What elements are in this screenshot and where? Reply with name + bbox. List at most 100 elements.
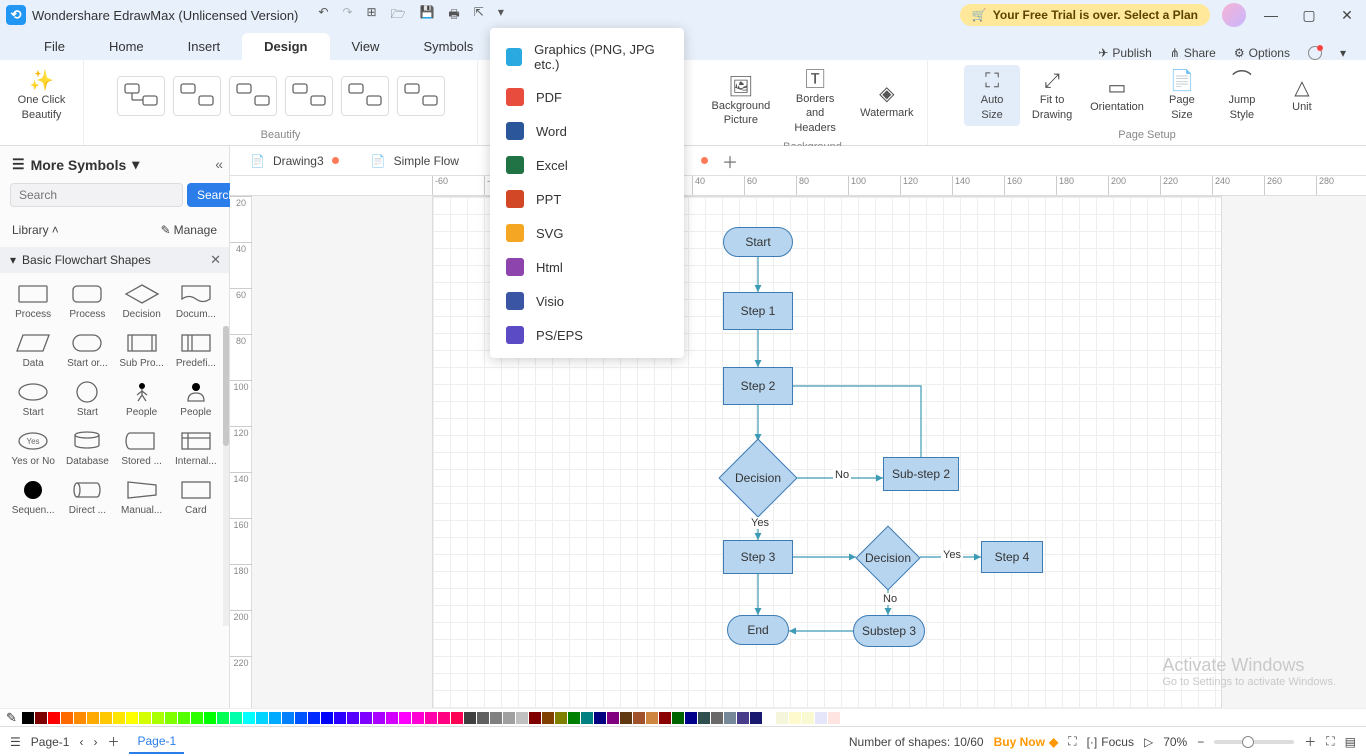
shape-cell[interactable]: Predefi... bbox=[171, 332, 221, 369]
page-next-icon[interactable]: › bbox=[93, 735, 97, 749]
color-swatch[interactable] bbox=[815, 712, 827, 724]
export-item[interactable]: Word bbox=[490, 114, 684, 148]
options-button[interactable]: ⚙Options bbox=[1234, 46, 1290, 60]
maximize-button[interactable]: ▢ bbox=[1296, 7, 1322, 24]
color-swatch[interactable] bbox=[334, 712, 346, 724]
node-step1[interactable]: Step 1 bbox=[723, 292, 793, 330]
borders-headers-button[interactable]: 🅃Borders and Headers bbox=[780, 64, 851, 139]
watermark-button[interactable]: ◈Watermark bbox=[855, 78, 919, 124]
color-swatch[interactable] bbox=[386, 712, 398, 724]
color-swatch[interactable] bbox=[191, 712, 203, 724]
shape-cell[interactable]: People bbox=[117, 381, 167, 418]
node-step4[interactable]: Step 4 bbox=[981, 541, 1043, 573]
more-symbols-button[interactable]: ☰ More Symbols ▾ bbox=[0, 146, 229, 183]
color-swatch[interactable] bbox=[698, 712, 710, 724]
color-swatch[interactable] bbox=[425, 712, 437, 724]
color-swatch[interactable] bbox=[100, 712, 112, 724]
notification-icon[interactable] bbox=[1308, 46, 1322, 60]
export-item[interactable]: SVG bbox=[490, 216, 684, 250]
presentation-icon[interactable]: ▷ bbox=[1144, 735, 1153, 749]
shape-panel-header[interactable]: ▾ Basic Flowchart Shapes ✕ bbox=[0, 247, 229, 273]
page-area[interactable]: Start Step 1 Step 2 Decision Sub-step 2 … bbox=[252, 196, 1366, 708]
color-swatch[interactable] bbox=[516, 712, 528, 724]
shape-cell[interactable]: Start bbox=[62, 381, 112, 418]
export-item[interactable]: Visio bbox=[490, 284, 684, 318]
color-swatch[interactable] bbox=[464, 712, 476, 724]
color-swatch[interactable] bbox=[685, 712, 697, 724]
color-swatch[interactable] bbox=[490, 712, 502, 724]
color-swatch[interactable] bbox=[256, 712, 268, 724]
color-swatch[interactable] bbox=[672, 712, 684, 724]
library-toggle[interactable]: Library ˄ bbox=[12, 223, 59, 237]
auto-size-button[interactable]: ⛶Auto Size bbox=[964, 65, 1020, 126]
color-swatch[interactable] bbox=[217, 712, 229, 724]
color-swatch[interactable] bbox=[269, 712, 281, 724]
node-step2[interactable]: Step 2 bbox=[723, 367, 793, 405]
theme-swatch[interactable] bbox=[341, 76, 389, 116]
color-swatch[interactable] bbox=[529, 712, 541, 724]
search-input[interactable] bbox=[10, 183, 183, 207]
fit-page-icon[interactable]: ⛶ bbox=[1326, 734, 1334, 749]
theme-swatch[interactable] bbox=[229, 76, 277, 116]
shape-cell[interactable]: Start or... bbox=[62, 332, 112, 369]
color-swatch[interactable] bbox=[737, 712, 749, 724]
print-icon[interactable]: 🖶 bbox=[448, 5, 459, 26]
shape-cell[interactable]: Start bbox=[8, 381, 58, 418]
avatar[interactable] bbox=[1222, 3, 1246, 27]
shape-cell[interactable]: Internal... bbox=[171, 430, 221, 467]
color-swatch[interactable] bbox=[87, 712, 99, 724]
node-decision1[interactable]: Decision bbox=[730, 450, 786, 506]
color-swatch[interactable] bbox=[412, 712, 424, 724]
color-swatch[interactable] bbox=[555, 712, 567, 724]
color-swatch[interactable] bbox=[503, 712, 515, 724]
theme-swatch[interactable] bbox=[173, 76, 221, 116]
orientation-button[interactable]: ▭Orientation bbox=[1084, 72, 1150, 118]
qat-more-icon[interactable]: ▾ bbox=[498, 5, 504, 26]
color-swatch[interactable] bbox=[789, 712, 801, 724]
node-substep3[interactable]: Substep 3 bbox=[853, 615, 925, 647]
jump-style-button[interactable]: ⌒Jump Style bbox=[1214, 65, 1270, 126]
color-swatch[interactable] bbox=[646, 712, 658, 724]
node-step3[interactable]: Step 3 bbox=[723, 540, 793, 574]
close-button[interactable]: ✕ bbox=[1334, 7, 1360, 24]
share-button[interactable]: ⋔Share bbox=[1170, 46, 1216, 60]
theme-swatch[interactable] bbox=[117, 76, 165, 116]
zoom-slider[interactable] bbox=[1214, 740, 1294, 744]
save-icon[interactable]: 💾 bbox=[419, 5, 434, 26]
color-swatch[interactable] bbox=[542, 712, 554, 724]
manage-button[interactable]: ✎Manage bbox=[161, 223, 217, 237]
sidebar-collapse-icon[interactable]: « bbox=[215, 156, 223, 172]
unit-button[interactable]: △Unit bbox=[1274, 72, 1330, 118]
color-swatch[interactable] bbox=[776, 712, 788, 724]
node-substep2[interactable]: Sub-step 2 bbox=[883, 457, 959, 491]
doc-tab-simpleflow[interactable]: 📄 Simple Flow bbox=[357, 150, 473, 172]
panels-icon[interactable]: ▤ bbox=[1345, 735, 1356, 749]
color-swatch[interactable] bbox=[763, 712, 775, 724]
shape-cell[interactable]: Docum... bbox=[171, 283, 221, 320]
color-swatch[interactable] bbox=[581, 712, 593, 724]
color-swatch[interactable] bbox=[178, 712, 190, 724]
color-swatch[interactable] bbox=[35, 712, 47, 724]
color-swatch[interactable] bbox=[230, 712, 242, 724]
new-tab-button[interactable]: ＋ bbox=[712, 145, 748, 177]
export-item[interactable]: PS/EPS bbox=[490, 318, 684, 352]
shape-cell[interactable]: Sub Pro... bbox=[117, 332, 167, 369]
open-icon[interactable]: 🗁 bbox=[391, 5, 406, 26]
export-icon[interactable]: ⇱ bbox=[474, 5, 484, 26]
color-swatch[interactable] bbox=[633, 712, 645, 724]
fullscreen-icon[interactable]: ⛶ bbox=[1068, 734, 1076, 749]
color-swatch[interactable] bbox=[139, 712, 151, 724]
eyedropper-icon[interactable]: ✎ bbox=[6, 710, 17, 726]
color-swatch[interactable] bbox=[438, 712, 450, 724]
panel-close-icon[interactable]: ✕ bbox=[210, 252, 221, 268]
page-size-button[interactable]: 📄Page Size bbox=[1154, 65, 1210, 126]
page-prev-icon[interactable]: ‹ bbox=[79, 735, 83, 749]
export-item[interactable]: Html bbox=[490, 250, 684, 284]
color-swatch[interactable] bbox=[243, 712, 255, 724]
export-item[interactable]: PDF bbox=[490, 80, 684, 114]
outline-view-icon[interactable]: ☰ bbox=[10, 735, 21, 749]
color-swatch[interactable] bbox=[802, 712, 814, 724]
shape-cell[interactable]: Direct ... bbox=[62, 479, 112, 516]
color-swatch[interactable] bbox=[48, 712, 60, 724]
buy-now-button[interactable]: Buy Now ◆ bbox=[994, 735, 1059, 749]
